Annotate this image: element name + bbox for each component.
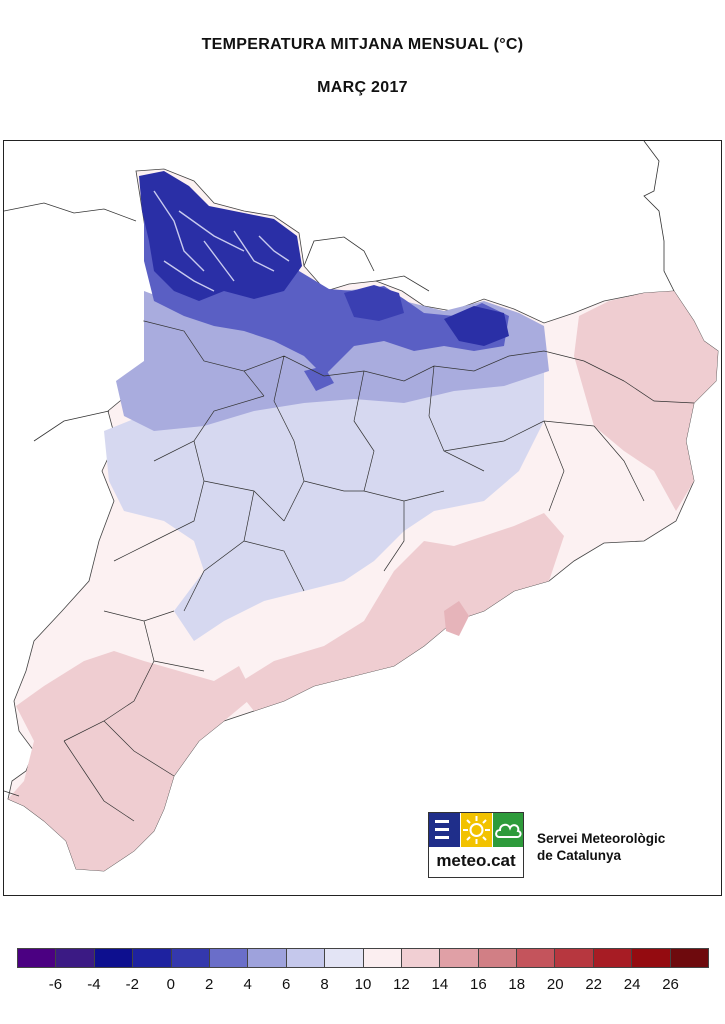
map-title: TEMPERATURA MITJANA MENSUAL (°C): [201, 36, 524, 53]
legend-label: 12: [393, 976, 410, 993]
legend-label: 20: [546, 976, 564, 993]
meteocat-logo: meteo.cat: [428, 812, 524, 878]
legend-label: 18: [508, 976, 526, 993]
bars-icon: [429, 813, 460, 847]
legend-swatch: [632, 949, 671, 967]
legend-swatch: [18, 949, 57, 967]
legend-swatch: [286, 949, 326, 967]
region-warm-south: [8, 651, 254, 871]
legend-swatch: [133, 949, 172, 967]
legend-label: 8: [320, 976, 329, 993]
legend-label: 4: [243, 976, 252, 993]
legend-swatch: [56, 949, 95, 967]
legend-label: -4: [87, 976, 101, 993]
comarca-borders: [63, 320, 695, 822]
region-pyrenees-high-east: [444, 306, 509, 346]
region-peak-montseny: [304, 366, 334, 391]
legend-swatch: [248, 949, 287, 967]
legend-swatch: [517, 949, 556, 967]
legend-label: -6: [48, 976, 63, 993]
region-pyrenees-high: [139, 171, 302, 301]
color-legend: [17, 948, 709, 968]
legend-label: 22: [585, 976, 602, 993]
legend-label: 0: [166, 976, 175, 993]
legend-swatch: [440, 949, 479, 967]
sun-icon: [461, 813, 492, 847]
legend-label: 26: [662, 976, 679, 993]
legend-label: -2: [125, 976, 139, 993]
catalonia-map-svg: [4, 141, 719, 872]
legend-label: 16: [469, 976, 487, 993]
region-cool-interior: [104, 351, 544, 641]
cloud-icon: [493, 813, 523, 847]
legend-swatch: [363, 949, 402, 967]
region-pyrenees-high-center: [344, 285, 404, 321]
legend-swatch: [478, 949, 518, 967]
legend-swatch: [209, 949, 249, 967]
legend-swatch: [94, 949, 134, 967]
organization-line1: Servei Meteorològic: [537, 831, 666, 846]
temperature-map: [3, 140, 722, 896]
external-borders: [4, 141, 675, 797]
legend-swatch: [171, 949, 210, 967]
legend-swatch: [401, 949, 441, 967]
legend-label: 6: [281, 976, 291, 993]
map-subtitle: MARÇ 2017: [317, 79, 408, 96]
organization-line2: de Catalunya: [537, 848, 622, 863]
legend-label: 2: [205, 976, 214, 993]
legend-swatch: [555, 949, 594, 967]
legend-label: 14: [431, 976, 449, 993]
legend-swatch: [325, 949, 364, 967]
logo-text: meteo.cat: [436, 851, 516, 870]
region-warmer-spot: [444, 601, 469, 636]
valley-lines: [153, 190, 290, 292]
region-warm-coast: [234, 513, 564, 711]
legend-label: 24: [623, 976, 641, 993]
region-warm-northeast: [574, 291, 718, 511]
legend-swatch: [593, 949, 633, 967]
legend-swatch: [670, 949, 709, 967]
legend-label: 10: [354, 976, 372, 993]
organization-name: Servei Meteorològic de Catalunya: [537, 830, 665, 864]
